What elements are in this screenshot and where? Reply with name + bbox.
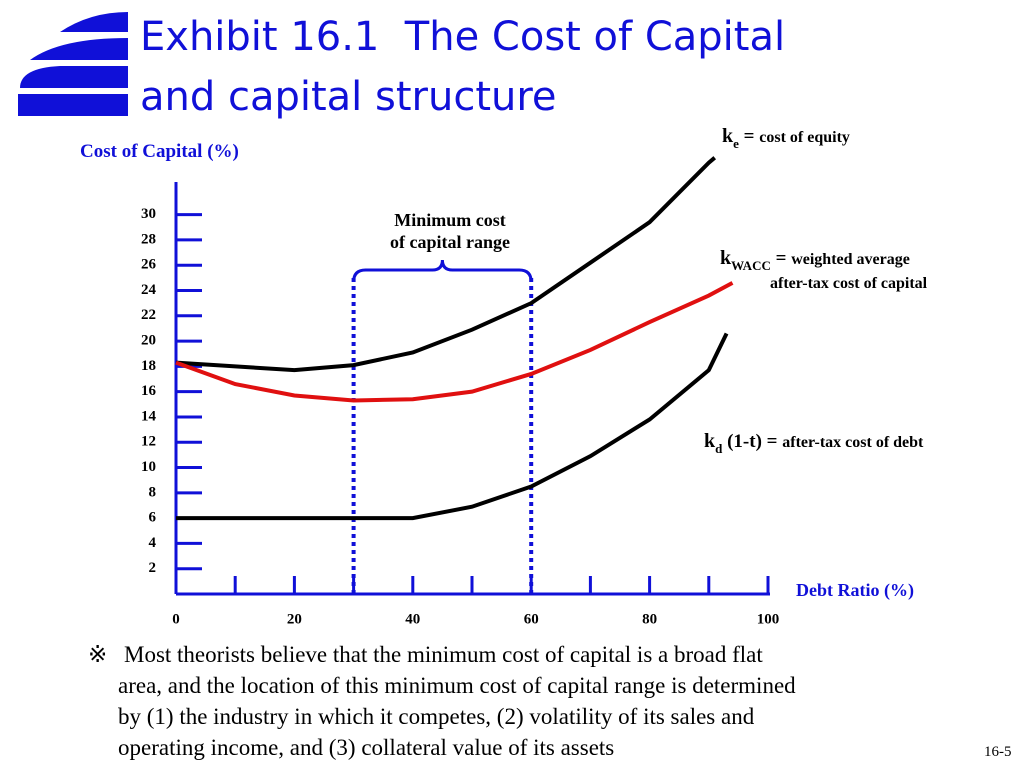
y-tick-label: 28 (141, 231, 156, 247)
y-tick-label: 16 (141, 383, 157, 399)
y-tick-label: 2 (149, 560, 157, 576)
series-label: ke = cost of equity (722, 125, 850, 151)
series-label: kd (1-t) = after-tax cost of debt (704, 430, 924, 456)
y-tick-label: 26 (141, 257, 157, 273)
label-eq: = (739, 126, 759, 147)
note-line: area, and the location of this minimum c… (118, 673, 796, 698)
note-line: operating income, and (3) collateral val… (118, 735, 614, 760)
page-number: 16-5 (984, 744, 1012, 760)
y-tick-label: 10 (141, 459, 156, 475)
note-line: by (1) the industry in which it competes… (118, 704, 755, 729)
y-tick-label: 18 (141, 358, 156, 374)
label-eq: (1-t) = (722, 431, 782, 452)
x-tick-label: 60 (524, 611, 539, 627)
note-symbol: ※ (88, 642, 107, 667)
label-sub: e (733, 136, 739, 151)
label-sub: d (715, 441, 723, 456)
y-tick-label: 12 (141, 434, 156, 450)
x-tick-label: 80 (642, 611, 657, 627)
label-eq: = (771, 248, 791, 269)
logo (18, 12, 128, 116)
y-tick-label: 4 (149, 535, 157, 551)
label-text: cost of equity (759, 129, 850, 146)
label-k: k (722, 125, 734, 147)
note-line: Most theorists believe that the minimum … (124, 642, 763, 667)
y-axis-label: Cost of Capital (%) (80, 141, 239, 162)
y-tick-label: 14 (141, 408, 157, 424)
label-k: k (704, 430, 716, 452)
y-tick-label: 22 (141, 307, 156, 323)
series-label: kWACC = weighted average (720, 247, 910, 273)
x-axis-label: Debt Ratio (%) (796, 580, 914, 601)
label-sub: WACC (731, 258, 771, 273)
range-label: of capital range (390, 232, 510, 252)
series-line (175, 156, 717, 373)
series-line (175, 281, 734, 403)
y-tick-label: 6 (149, 510, 157, 526)
x-tick-label: 40 (405, 611, 420, 627)
x-tick-label: 20 (287, 611, 302, 627)
title-line: Exhibit 16.1 The Cost of Capital (140, 14, 785, 60)
range-label: Minimum cost (394, 210, 506, 230)
label-k: k (720, 247, 732, 269)
y-tick-label: 30 (141, 206, 156, 222)
y-tick-label: 24 (141, 282, 157, 298)
x-tick-label: 0 (172, 611, 180, 627)
y-tick-label: 8 (149, 484, 157, 500)
title-line: and capital structure (140, 74, 557, 120)
label-text: after-tax cost of debt (782, 434, 924, 451)
y-tick-label: 20 (141, 333, 156, 349)
brace (352, 259, 533, 283)
x-tick-label: 100 (757, 611, 780, 627)
series-line (176, 332, 729, 521)
label-text: weighted average (791, 251, 910, 268)
series-label-2: after-tax cost of capital (770, 275, 928, 292)
